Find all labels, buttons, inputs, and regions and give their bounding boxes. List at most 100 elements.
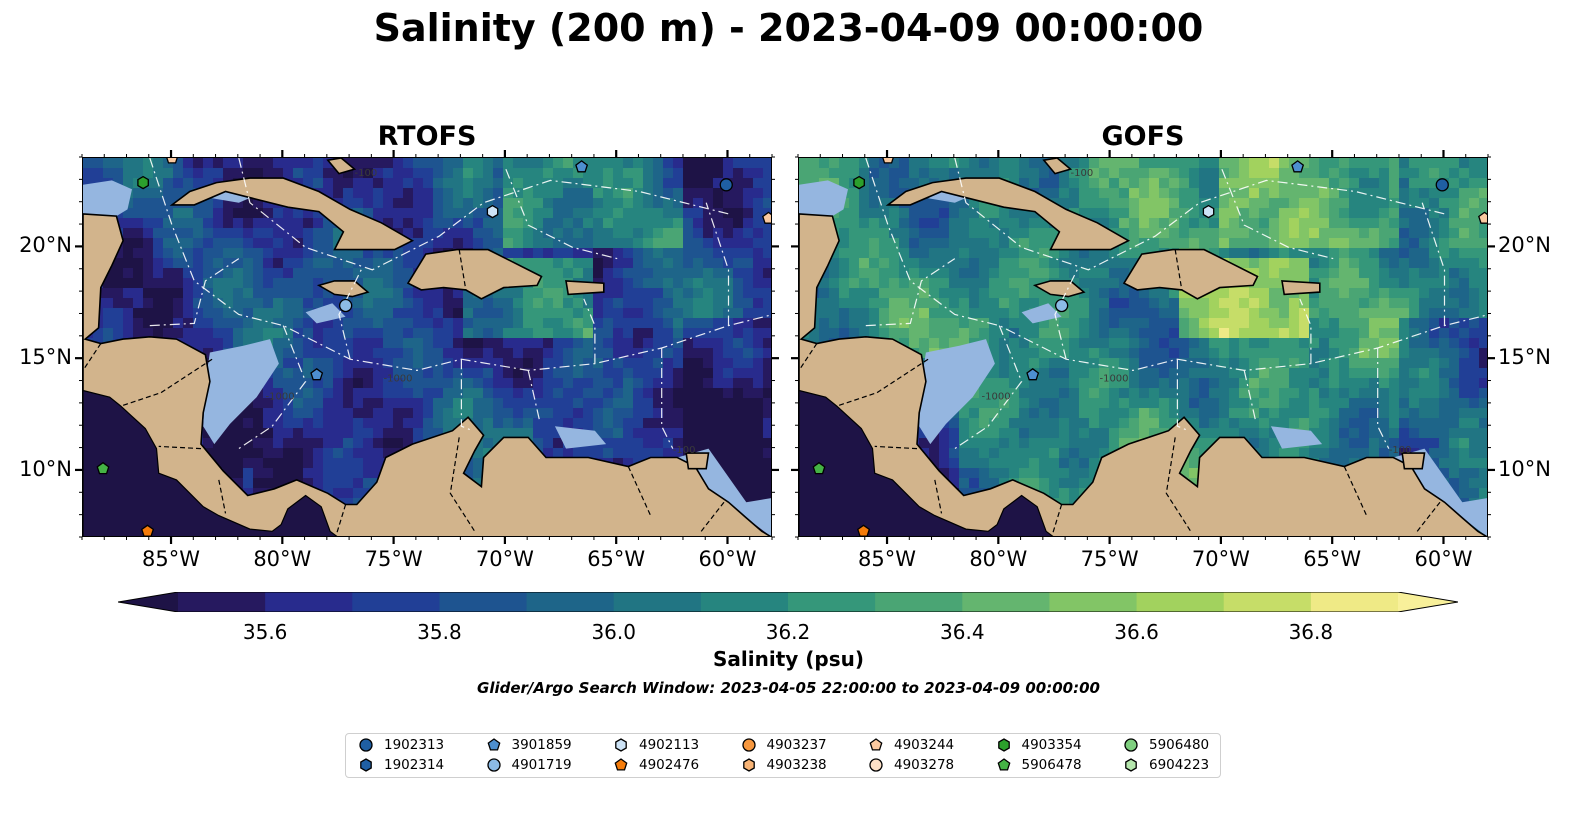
colorbar-bin: [352, 592, 440, 612]
panel-title-gofs: GOFS: [1101, 121, 1185, 152]
contour-label: -100: [1071, 168, 1094, 179]
pentagon-marker-icon: [614, 757, 628, 771]
legend-marker: [1124, 738, 1138, 752]
platform-marker-3901859: [575, 160, 589, 173]
legend-item: 1902313: [358, 737, 444, 753]
legend-label: 4903244: [894, 737, 955, 753]
country-borders: [799, 249, 1441, 534]
platform-marker-4901719: [1054, 298, 1069, 313]
colorbar-under-extension: [118, 592, 178, 612]
legend-item: 4903354: [996, 737, 1082, 753]
colorbar-bin: [613, 592, 702, 612]
colorbar-tick-label: 36.0: [591, 620, 636, 644]
hexagon-marker-icon: [1125, 757, 1137, 772]
legend-label: 4903238: [766, 756, 827, 773]
colorbar-over-extension: [1398, 592, 1458, 612]
hexagon-marker-icon: [615, 738, 627, 752]
platform-markers: [812, 158, 1487, 536]
platform-marker-4902476: [857, 524, 871, 536]
legend-item: 5906480: [1123, 737, 1209, 753]
land-jamaica: [316, 280, 370, 298]
platform-markers: [96, 158, 771, 536]
platform-marker-4903244: [762, 211, 771, 224]
lat-tick-label: 20°N: [1498, 233, 1551, 258]
platform-marker-4903354: [137, 175, 149, 190]
lat-tick-label: 15°N: [19, 345, 72, 370]
lon-tick-label: 85°W: [142, 547, 201, 571]
land-hispaniola: [406, 248, 543, 300]
legend-label: 1902313: [384, 737, 445, 753]
colorbar-tick-label: 36.2: [765, 620, 811, 644]
land-masses: [799, 158, 1487, 536]
colorbar-bin: [700, 592, 789, 612]
colorbar-tick-label: 36.4: [940, 620, 985, 644]
colorbar-tick-label: 36.8: [1288, 620, 1334, 644]
land-bahamas: [1042, 158, 1073, 175]
legend-item: 4901719: [486, 757, 572, 773]
circle-marker-icon: [869, 757, 883, 772]
platform-marker-5906478: [812, 461, 826, 475]
eez-boundaries: [149, 158, 771, 450]
pentagon-marker-icon: [487, 738, 500, 751]
legend-label: 3901859: [511, 737, 572, 753]
contour-label: -1000: [266, 391, 295, 402]
lon-tick-label: 80°W: [253, 547, 312, 571]
legend-item: 4902476: [613, 757, 699, 773]
pentagon-marker-icon: [997, 757, 1010, 771]
legend-label: 5906480: [1149, 737, 1210, 753]
circle-marker-icon: [741, 738, 756, 752]
legend-marker: [1125, 757, 1137, 772]
legend-label: 4903354: [1021, 737, 1082, 753]
map-panel-rtofs: -1000 -100 -1000 -100: [82, 157, 772, 537]
colorbar-bin: [875, 592, 963, 612]
legend-marker: [997, 738, 1010, 752]
platform-marker-5906478: [96, 461, 110, 475]
legend-marker: [486, 757, 501, 772]
land-pacificwater: [83, 389, 338, 536]
platform-marker-4903244: [882, 158, 894, 164]
map-panel-gofs: -1000 -100 -1000 -100: [798, 157, 1488, 537]
lon-tick-label: 60°W: [698, 547, 757, 571]
legend-item: 4903244: [868, 737, 954, 753]
land-trinidad: [685, 452, 710, 470]
platform-marker-4903244: [1478, 211, 1487, 224]
legend-item: 6904223: [1123, 757, 1209, 773]
contour-label: -1000: [1099, 374, 1128, 385]
lon-tick-label: 60°W: [1414, 547, 1473, 571]
lat-tick-label: 10°N: [19, 456, 72, 481]
legend-marker: [741, 738, 756, 752]
colorbar-label: Salinity (psu): [712, 647, 864, 671]
legend-item: 1902314: [358, 757, 444, 773]
land-hispaniola: [1122, 248, 1259, 300]
lon-tick-label: 65°W: [1303, 547, 1362, 571]
legend-label: 4902476: [639, 756, 700, 773]
platform-marker-3901859: [1026, 367, 1040, 381]
lon-tick-label: 65°W: [587, 547, 646, 571]
colorbar-bin: [439, 592, 528, 612]
land-masses: [83, 158, 771, 536]
hexagon-marker-icon: [997, 738, 1010, 752]
platform-marker-4901719: [338, 298, 353, 313]
legend-item: 5906478: [996, 757, 1082, 773]
lat-tick-label: 10°N: [1498, 456, 1551, 481]
pentagon-marker-icon: [869, 738, 883, 751]
land-jamaica: [1032, 280, 1086, 298]
platform-marker-4902113: [1202, 204, 1215, 219]
legend-item: 4902113: [613, 737, 699, 753]
platform-marker-4903244: [166, 158, 178, 164]
circle-marker-icon: [359, 738, 373, 752]
colorbar-bin: [1310, 592, 1399, 612]
search-window-caption: Glider/Argo Search Window: 2023-04-05 22…: [477, 679, 1100, 697]
contour-label: -100: [355, 168, 378, 179]
land-bahamas: [326, 158, 357, 175]
circle-marker-icon: [1124, 738, 1138, 752]
circle-marker-icon: [486, 757, 501, 772]
land-trinidad: [1401, 452, 1426, 470]
legend-item: 4903237: [741, 737, 827, 753]
land-cuba: [169, 177, 415, 251]
figure-title: Salinity (200 m) - 2023-04-09 00:00:00: [373, 6, 1204, 50]
colorbar-bin: [1049, 592, 1138, 612]
land-pacificwater: [799, 389, 1054, 536]
lon-tick-label: 80°W: [969, 547, 1028, 571]
